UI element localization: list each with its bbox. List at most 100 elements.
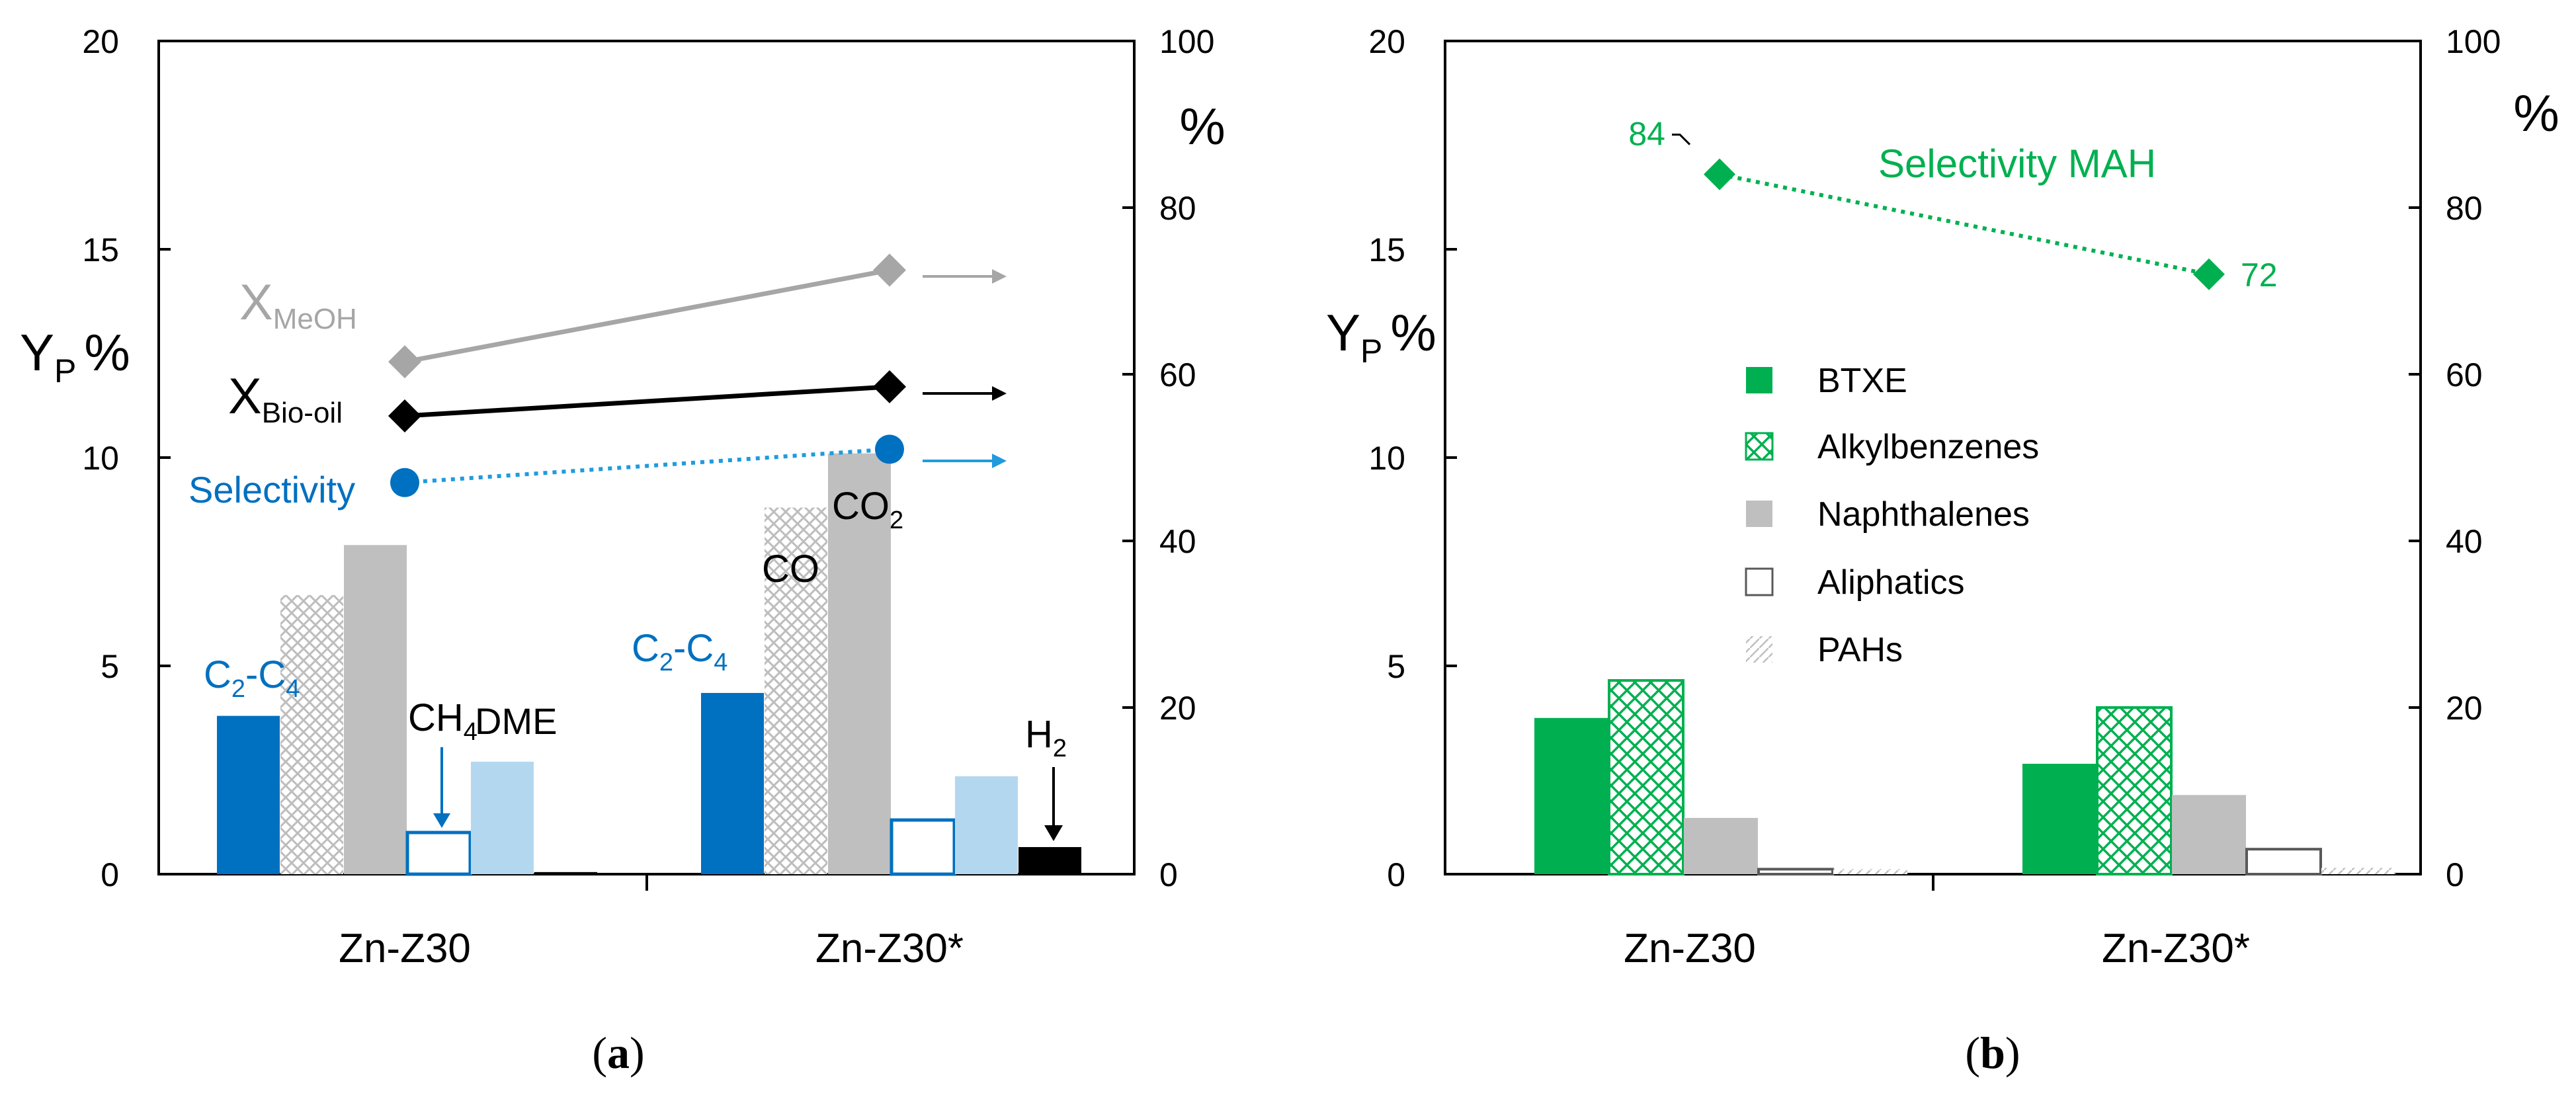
bar-co-zn-z30 bbox=[765, 507, 827, 874]
chart-a-category-2: Zn-Z30* bbox=[815, 926, 964, 971]
y2-tick-label: 80 bbox=[2446, 190, 2483, 227]
label-c2c4-first: C2-C4 bbox=[204, 653, 300, 703]
y2-tick-label: 80 bbox=[1159, 190, 1196, 227]
bar-dme-zn-z30 bbox=[955, 776, 1018, 874]
y-tick-label: 15 bbox=[1368, 231, 1405, 268]
legend-label-naphthalenes: Naphthalenes bbox=[1817, 495, 2030, 534]
bar-pahs-zn-z30 bbox=[2321, 868, 2395, 874]
point-x-meoh-zn-z30 bbox=[873, 253, 906, 287]
chart-b-y-ticks: 0 5 10 15 20 bbox=[1368, 23, 1457, 893]
point-x-bio-oil-zn-z30 bbox=[388, 399, 421, 432]
chart-a-panel-label: (a) bbox=[592, 1028, 644, 1078]
point-selectivity-mah-zn-z30 bbox=[1704, 158, 1735, 190]
chart-a-y-ticks: 0 5 10 15 20 bbox=[82, 23, 171, 893]
legend-swatch-aliphatics bbox=[1745, 567, 1774, 596]
x-meoh-right-arrow-icon bbox=[923, 269, 1007, 284]
y-tick-label: 20 bbox=[82, 23, 119, 60]
bar-co2-zn-z30 bbox=[344, 545, 407, 874]
ch4-arrow-icon bbox=[433, 747, 450, 828]
y-tick-label: 5 bbox=[101, 648, 119, 685]
chart-b-category-2: Zn-Z30* bbox=[2102, 926, 2250, 971]
label-dme: DME bbox=[475, 700, 557, 742]
bar-btxe-zn-z30 bbox=[1534, 717, 1608, 874]
label-ch4: CH4 bbox=[408, 696, 478, 746]
y2-tick-label: 40 bbox=[1159, 523, 1196, 560]
legend-swatch-pahs bbox=[1746, 636, 1772, 663]
y2-tick-label: 100 bbox=[2446, 23, 2501, 60]
legend-swatch-btxe bbox=[1746, 367, 1772, 393]
point-selectivity-zn-z30 bbox=[875, 434, 904, 464]
x-bio-oil-right-arrow-icon bbox=[923, 386, 1007, 401]
chart-a-y2-ticks: 0 20 40 60 80 100 bbox=[1122, 23, 1214, 893]
y2-tick-label: 0 bbox=[1159, 856, 1178, 893]
legend-label-alkylbenzenes: Alkylbenzenes bbox=[1817, 428, 2039, 466]
legend-label-btxe: BTXE bbox=[1817, 362, 1907, 400]
line-x-meoh bbox=[404, 268, 890, 364]
bar-dme-zn-z30 bbox=[471, 761, 534, 874]
bar-aliphatics-zn-z30 bbox=[1757, 868, 1834, 875]
y-tick-label: 0 bbox=[1387, 856, 1405, 893]
point-selectivity-mah-zn-z30 bbox=[2193, 258, 2225, 290]
bar-naphthalenes-zn-z30 bbox=[1684, 817, 1758, 874]
chart-b-ylabel: YP% bbox=[1326, 304, 1436, 370]
point-x-bio-oil-zn-z30 bbox=[873, 370, 906, 403]
data-label-selectivity-mah-2: 72 bbox=[2241, 257, 2278, 294]
y-tick-label: 20 bbox=[1368, 23, 1405, 60]
label-x-meoh: XMeOH bbox=[239, 274, 357, 335]
chart-a-bars bbox=[217, 453, 1081, 876]
line-selectivity-mah bbox=[1719, 172, 2210, 276]
legend-label-aliphatics: Aliphatics bbox=[1817, 563, 1965, 602]
y-tick-label: 5 bbox=[1387, 648, 1405, 685]
chart-b-legend: BTXE Alkylbenzenes Naphthalenes Aliphati… bbox=[1745, 362, 2039, 669]
chart-a: 0 5 10 15 20 0 20 40 60 80 100 YP% % XMeOH XBio-o… bbox=[20, 23, 1226, 1078]
bar-c2-c4-zn-z30 bbox=[217, 715, 280, 874]
chart-a-lines bbox=[388, 253, 906, 497]
y2-tick-label: 0 bbox=[2446, 856, 2464, 893]
bar-h2-zn-z30 bbox=[534, 872, 597, 874]
bar-co-zn-z30 bbox=[280, 594, 343, 874]
chart-a-category-1: Zn-Z30 bbox=[339, 926, 471, 971]
label-co: CO bbox=[762, 548, 819, 590]
chart-b-panel-label: (b) bbox=[1965, 1028, 2020, 1078]
bar-co2-zn-z30 bbox=[828, 453, 891, 874]
chart-b-y2-ticks: 0 20 40 60 80 100 bbox=[2409, 23, 2501, 893]
line-x-bio-oil bbox=[404, 384, 890, 419]
y-tick-label: 10 bbox=[1368, 440, 1405, 477]
chart-b-bars bbox=[1534, 679, 2395, 876]
data-label-leader bbox=[1672, 134, 1691, 145]
chart-b: 0 5 10 15 20 0 20 40 60 80 100 84 72 YP% % Selecti… bbox=[1326, 23, 2559, 1078]
y-tick-label: 15 bbox=[82, 231, 119, 268]
bar-ch4-zn-z30 bbox=[890, 818, 956, 876]
line-selectivity bbox=[404, 447, 890, 485]
bar-naphthalenes-zn-z30 bbox=[2172, 795, 2246, 874]
bar-aliphatics-zn-z30 bbox=[2245, 848, 2322, 875]
point-selectivity-zn-z30 bbox=[390, 467, 419, 497]
bar-c2-c4-zn-z30 bbox=[701, 692, 764, 874]
bar-alkylbenzenes-zn-z30 bbox=[2096, 706, 2173, 875]
bar-pahs-zn-z30 bbox=[1833, 869, 1907, 874]
y2-tick-label: 60 bbox=[1159, 356, 1196, 393]
y2-tick-label: 20 bbox=[2446, 690, 2483, 727]
y2-tick-label: 100 bbox=[1159, 23, 1214, 60]
legend-swatch-naphthalenes bbox=[1746, 501, 1772, 527]
y-tick-label: 0 bbox=[101, 856, 119, 893]
selectivity-right-arrow-icon bbox=[923, 454, 1007, 468]
y2-tick-label: 20 bbox=[1159, 690, 1196, 727]
y2-tick-label: 60 bbox=[2446, 356, 2483, 393]
label-x-bio-oil: XBio-oil bbox=[228, 368, 343, 429]
legend-label-pahs: PAHs bbox=[1817, 631, 1903, 669]
label-selectivity-mah: Selectivity MAH bbox=[1878, 142, 2156, 186]
chart-b-category-1: Zn-Z30 bbox=[1624, 926, 1756, 971]
label-selectivity-a: Selectivity bbox=[188, 469, 355, 510]
legend-swatch-alkylbenzenes bbox=[1745, 432, 1774, 461]
label-co2: CO2 bbox=[832, 485, 903, 534]
bar-h2-zn-z30 bbox=[1018, 847, 1081, 874]
chart-b-lines: 84 72 bbox=[1628, 116, 2277, 294]
label-c2c4-second: C2-C4 bbox=[632, 627, 727, 676]
bar-ch4-zn-z30 bbox=[405, 831, 472, 876]
y2-tick-label: 40 bbox=[2446, 523, 2483, 560]
chart-a-y2label: % bbox=[1179, 97, 1225, 155]
point-x-meoh-zn-z30 bbox=[388, 345, 421, 379]
chart-b-y2label: % bbox=[2513, 84, 2559, 142]
